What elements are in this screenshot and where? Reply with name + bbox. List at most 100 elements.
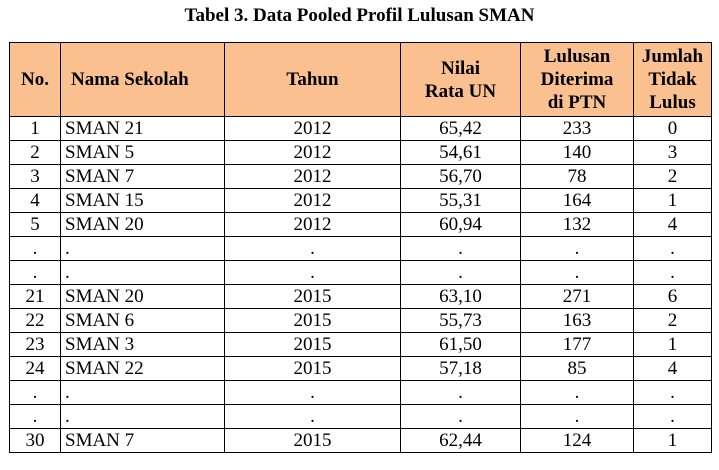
header-lulusan-line-1: Lulusan (543, 46, 611, 67)
table-row: 5 SMAN 20 2012 60,94 132 4 (9, 212, 712, 237)
cell-tahun: . (224, 260, 401, 285)
header-jumlah-line-1: Jumlah (641, 46, 704, 67)
cell-nilai-rata-un: . (400, 404, 521, 429)
cell-tahun: . (224, 236, 401, 261)
cell-jumlah-tidak-lulus: 0 (633, 116, 712, 141)
cell-lulusan-ptn: 124 (520, 428, 634, 453)
header-nilai-rata-un: Nilai Rata UN (400, 42, 521, 117)
cell-nilai-rata-un: 56,70 (400, 164, 521, 189)
cell-no: 5 (9, 212, 61, 237)
cell-nilai-rata-un: 57,18 (400, 356, 521, 381)
cell-lulusan-ptn: 271 (520, 284, 634, 309)
table-row: . . . . . . (9, 404, 712, 429)
table-row: 4 SMAN 15 2012 55,31 164 1 (9, 188, 712, 213)
cell-jumlah-tidak-lulus: . (633, 236, 712, 261)
header-jumlah-tidak-lulus: Jumlah Tidak Lulus (633, 42, 712, 117)
header-lulusan-line-2: Diterima (540, 69, 614, 90)
cell-nama-sekolah: SMAN 15 (60, 188, 225, 213)
cell-nama-sekolah: . (60, 260, 225, 285)
cell-lulusan-ptn: . (520, 380, 634, 405)
cell-jumlah-tidak-lulus: . (633, 404, 712, 429)
cell-nama-sekolah: SMAN 22 (60, 356, 225, 381)
header-jumlah-line-3: Lulus (649, 92, 696, 113)
cell-tahun: 2015 (224, 308, 401, 333)
cell-no: 23 (9, 332, 61, 357)
table-row: 3 SMAN 7 2012 56,70 78 2 (9, 164, 712, 189)
cell-nilai-rata-un: . (400, 380, 521, 405)
cell-jumlah-tidak-lulus: 4 (633, 356, 712, 381)
cell-nilai-rata-un: 60,94 (400, 212, 521, 237)
header-jumlah-line-2: Tidak (648, 69, 697, 90)
cell-tahun: 2015 (224, 428, 401, 453)
cell-tahun: . (224, 380, 401, 405)
cell-nilai-rata-un: 55,73 (400, 308, 521, 333)
cell-no: 3 (9, 164, 61, 189)
cell-nama-sekolah: SMAN 7 (60, 428, 225, 453)
cell-nilai-rata-un: 65,42 (400, 116, 521, 141)
cell-lulusan-ptn: 78 (520, 164, 634, 189)
cell-lulusan-ptn: 233 (520, 116, 634, 141)
table-row: 21 SMAN 20 2015 63,10 271 6 (9, 284, 712, 309)
cell-jumlah-tidak-lulus: 6 (633, 284, 712, 309)
header-nilai-line-2: Rata UN (424, 80, 497, 102)
table-header: No. Nama Sekolah Tahun Nilai Rata UN Lul… (9, 42, 712, 117)
cell-nama-sekolah: . (60, 380, 225, 405)
cell-tahun: 2015 (224, 356, 401, 381)
table-caption: Tabel 3. Data Pooled Profil Lulusan SMAN (184, 5, 535, 26)
cell-tahun: 2012 (224, 116, 401, 141)
cell-nama-sekolah: . (60, 236, 225, 261)
cell-nama-sekolah: SMAN 7 (60, 164, 225, 189)
header-tahun: Tahun (224, 42, 401, 117)
cell-nama-sekolah: SMAN 20 (60, 284, 225, 309)
cell-jumlah-tidak-lulus: 1 (633, 428, 712, 453)
cell-tahun: 2015 (224, 332, 401, 357)
header-lulusan-line-3: di PTN (547, 92, 607, 113)
cell-jumlah-tidak-lulus: 2 (633, 308, 712, 333)
cell-lulusan-ptn: 164 (520, 188, 634, 213)
header-nilai-line-1: Nilai (440, 57, 481, 79)
cell-nama-sekolah: SMAN 5 (60, 140, 225, 165)
cell-lulusan-ptn: 132 (520, 212, 634, 237)
table-row: 1 SMAN 21 2012 65,42 233 0 (9, 116, 712, 141)
cell-tahun: 2012 (224, 212, 401, 237)
cell-nilai-rata-un: 55,31 (400, 188, 521, 213)
cell-tahun: 2015 (224, 284, 401, 309)
cell-jumlah-tidak-lulus: 1 (633, 188, 712, 213)
cell-nilai-rata-un: 62,44 (400, 428, 521, 453)
cell-no: 22 (9, 308, 61, 333)
cell-no: 4 (9, 188, 61, 213)
cell-nilai-rata-un: 61,50 (400, 332, 521, 357)
cell-jumlah-tidak-lulus: . (633, 260, 712, 285)
cell-nama-sekolah: SMAN 20 (60, 212, 225, 237)
school-data-table: No. Nama Sekolah Tahun Nilai Rata UN Lul… (9, 42, 712, 453)
cell-nilai-rata-un: 63,10 (400, 284, 521, 309)
cell-lulusan-ptn: . (520, 236, 634, 261)
table-row: 23 SMAN 3 2015 61,50 177 1 (9, 332, 712, 357)
cell-nama-sekolah: . (60, 404, 225, 429)
table-row: . . . . . . (9, 380, 712, 405)
table-row: 2 SMAN 5 2012 54,61 140 3 (9, 140, 712, 165)
table-row: . . . . . . (9, 260, 712, 285)
table-row: 30 SMAN 7 2015 62,44 124 1 (9, 428, 712, 453)
table-row: . . . . . . (9, 236, 712, 261)
header-lulusan-ptn: Lulusan Diterima di PTN (520, 42, 634, 117)
cell-tahun: 2012 (224, 164, 401, 189)
cell-jumlah-tidak-lulus: 1 (633, 332, 712, 357)
cell-lulusan-ptn: 163 (520, 308, 634, 333)
cell-no: 30 (9, 428, 61, 453)
cell-lulusan-ptn: 177 (520, 332, 634, 357)
cell-no: . (9, 404, 61, 429)
cell-nilai-rata-un: 54,61 (400, 140, 521, 165)
cell-nama-sekolah: SMAN 6 (60, 308, 225, 333)
table-row: 24 SMAN 22 2015 57,18 85 4 (9, 356, 712, 381)
cell-nilai-rata-un: . (400, 260, 521, 285)
cell-no: 21 (9, 284, 61, 309)
cell-jumlah-tidak-lulus: 2 (633, 164, 712, 189)
cell-jumlah-tidak-lulus: . (633, 380, 712, 405)
table-row: 22 SMAN 6 2015 55,73 163 2 (9, 308, 712, 333)
cell-nama-sekolah: SMAN 21 (60, 116, 225, 141)
cell-lulusan-ptn: 85 (520, 356, 634, 381)
header-nama-sekolah: Nama Sekolah (60, 42, 225, 117)
header-row: No. Nama Sekolah Tahun Nilai Rata UN Lul… (9, 42, 712, 117)
cell-no: . (9, 380, 61, 405)
